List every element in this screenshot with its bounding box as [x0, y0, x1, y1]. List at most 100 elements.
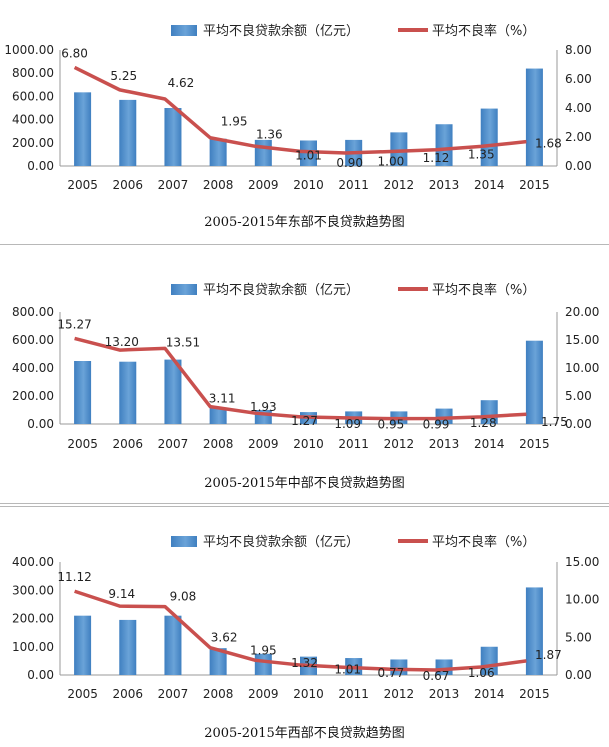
- line-data-label: 0.99: [423, 417, 450, 431]
- x-tick-label: 2010: [293, 437, 324, 451]
- left-tick-label: 400.00: [12, 555, 54, 569]
- bar: [525, 587, 543, 675]
- legend: 平均不良贷款余额（亿元） 平均不良率（%）: [171, 282, 535, 298]
- bar: [254, 139, 272, 166]
- bar: [209, 407, 227, 424]
- chart-title-east: 2005-2015年东部不良贷款趋势图: [204, 215, 405, 230]
- right-tick-label: 0.00: [565, 417, 592, 431]
- bar: [480, 108, 498, 166]
- left-tick-label: 600.00: [12, 333, 54, 347]
- x-tick-label: 2015: [519, 178, 550, 192]
- right-tick-label: 0.00: [565, 668, 592, 682]
- x-tick-label: 2012: [384, 687, 415, 701]
- chart-panel-central: 平均不良贷款余额（亿元） 平均不良率（%） 0.00 200.00 400.00 600.…: [0, 276, 609, 476]
- left-tick-label: 200.00: [12, 136, 54, 150]
- right-tick-label: 10.00: [565, 593, 599, 607]
- left-tick-label: 600.00: [12, 89, 54, 103]
- right-tick-label: 8.00: [565, 43, 592, 57]
- x-tick-label: 2014: [474, 687, 505, 701]
- x-tick-label: 2010: [293, 178, 324, 192]
- x-tick-label: 2009: [248, 437, 279, 451]
- line-data-label: 1.93: [250, 400, 277, 414]
- line-data-label: 4.62: [168, 76, 195, 90]
- x-tick-label: 2011: [338, 687, 369, 701]
- line-data-label: 1.36: [256, 127, 283, 141]
- bar: [164, 359, 182, 424]
- left-tick-label: 1000.00: [4, 43, 54, 57]
- line-data-label: 1.12: [423, 151, 450, 165]
- line-data-label: 1.95: [250, 643, 277, 657]
- left-tick-label: 0.00: [27, 159, 54, 173]
- legend-line-label: 平均不良率（%）: [432, 534, 535, 550]
- chart-central-svg: 平均不良贷款余额（亿元） 平均不良率（%） 0.00 200.00 400.00 600.…: [12, 282, 599, 451]
- legend-bar-label: 平均不良贷款余额（亿元）: [203, 534, 359, 550]
- x-tick-label: 2007: [158, 178, 189, 192]
- x-tick-label: 2008: [203, 687, 234, 701]
- bar: [164, 108, 182, 166]
- line-data-label: 1.32: [291, 656, 318, 670]
- chart-title-central: 2005-2015年中部不良贷款趋势图: [204, 476, 405, 491]
- line-data-label: 0.67: [423, 669, 450, 683]
- x-tick-label: 2011: [338, 178, 369, 192]
- legend: 平均不良贷款余额（亿元） 平均不良率（%）: [171, 534, 535, 550]
- left-tick-label: 200.00: [12, 612, 54, 626]
- left-tick-label: 200.00: [12, 389, 54, 403]
- right-tick-label: 15.00: [565, 555, 599, 569]
- bar: [119, 99, 137, 166]
- line-data-label: 5.25: [110, 69, 137, 83]
- legend-bar-swatch: [171, 25, 197, 36]
- right-tick-label: 5.00: [565, 630, 592, 644]
- bar: [74, 615, 92, 675]
- line-data-label: 9.14: [108, 587, 135, 601]
- x-tick-label: 2009: [248, 687, 279, 701]
- line-data-label: 1.09: [334, 417, 361, 431]
- left-tick-label: 800.00: [12, 66, 54, 80]
- left-tick-label: 0.00: [27, 417, 54, 431]
- chart-west-svg: 平均不良贷款余额（亿元） 平均不良率（%） 0.00 100.00 200.00 300.…: [12, 534, 599, 701]
- line-data-label: 1.01: [295, 148, 322, 162]
- left-tick-label: 400.00: [12, 361, 54, 375]
- line-data-label: 1.00: [378, 155, 405, 169]
- line-data-label: 13.51: [166, 335, 200, 349]
- bar: [435, 124, 453, 166]
- line-data-label: 1.75: [541, 415, 568, 429]
- right-tick-label: 20.00: [565, 305, 599, 319]
- x-tick-label: 2006: [112, 687, 143, 701]
- x-tick-label: 2013: [429, 687, 460, 701]
- legend-bar-swatch: [171, 536, 197, 547]
- x-tick-label: 2013: [429, 437, 460, 451]
- line-data-label: 1.28: [470, 416, 497, 430]
- x-tick-label: 2008: [203, 178, 234, 192]
- x-tick-label: 2007: [158, 437, 189, 451]
- line-data-label: 0.95: [378, 418, 405, 432]
- line-data-label: 9.08: [170, 590, 197, 604]
- x-tick-label: 2011: [338, 437, 369, 451]
- bar: [119, 619, 137, 675]
- x-tick-label: 2014: [474, 178, 505, 192]
- chart-panel-east: 平均不良贷款余额（亿元） 平均不良率（%） 0.00 200.00 400.00 600.…: [0, 0, 609, 240]
- divider: [0, 506, 609, 507]
- right-tick-label: 0.00: [565, 159, 592, 173]
- x-tick-label: 2009: [248, 178, 279, 192]
- chart-title-west: 2005-2015年西部不良贷款趋势图: [204, 726, 405, 741]
- left-tick-label: 300.00: [12, 583, 54, 597]
- line-data-label: 3.62: [211, 631, 238, 645]
- rate-line: [73, 65, 527, 155]
- right-tick-label: 5.00: [565, 389, 592, 403]
- line-data-label: 1.01: [334, 662, 361, 676]
- right-tick-label: 15.00: [565, 333, 599, 347]
- line-data-label: 1.27: [291, 414, 318, 428]
- x-tick-label: 2008: [203, 437, 234, 451]
- line-data-label: 1.95: [221, 115, 248, 129]
- bar: [209, 138, 227, 166]
- divider: [0, 244, 609, 245]
- x-tick-label: 2006: [112, 178, 143, 192]
- x-tick-label: 2012: [384, 178, 415, 192]
- line-data-label: 1.06: [468, 666, 495, 680]
- left-tick-label: 0.00: [27, 668, 54, 682]
- x-tick-label: 2005: [67, 687, 98, 701]
- line-data-label: 6.80: [61, 46, 88, 60]
- right-tick-label: 6.00: [565, 72, 592, 86]
- x-tick-label: 2006: [112, 437, 143, 451]
- line-data-label: 13.20: [105, 335, 139, 349]
